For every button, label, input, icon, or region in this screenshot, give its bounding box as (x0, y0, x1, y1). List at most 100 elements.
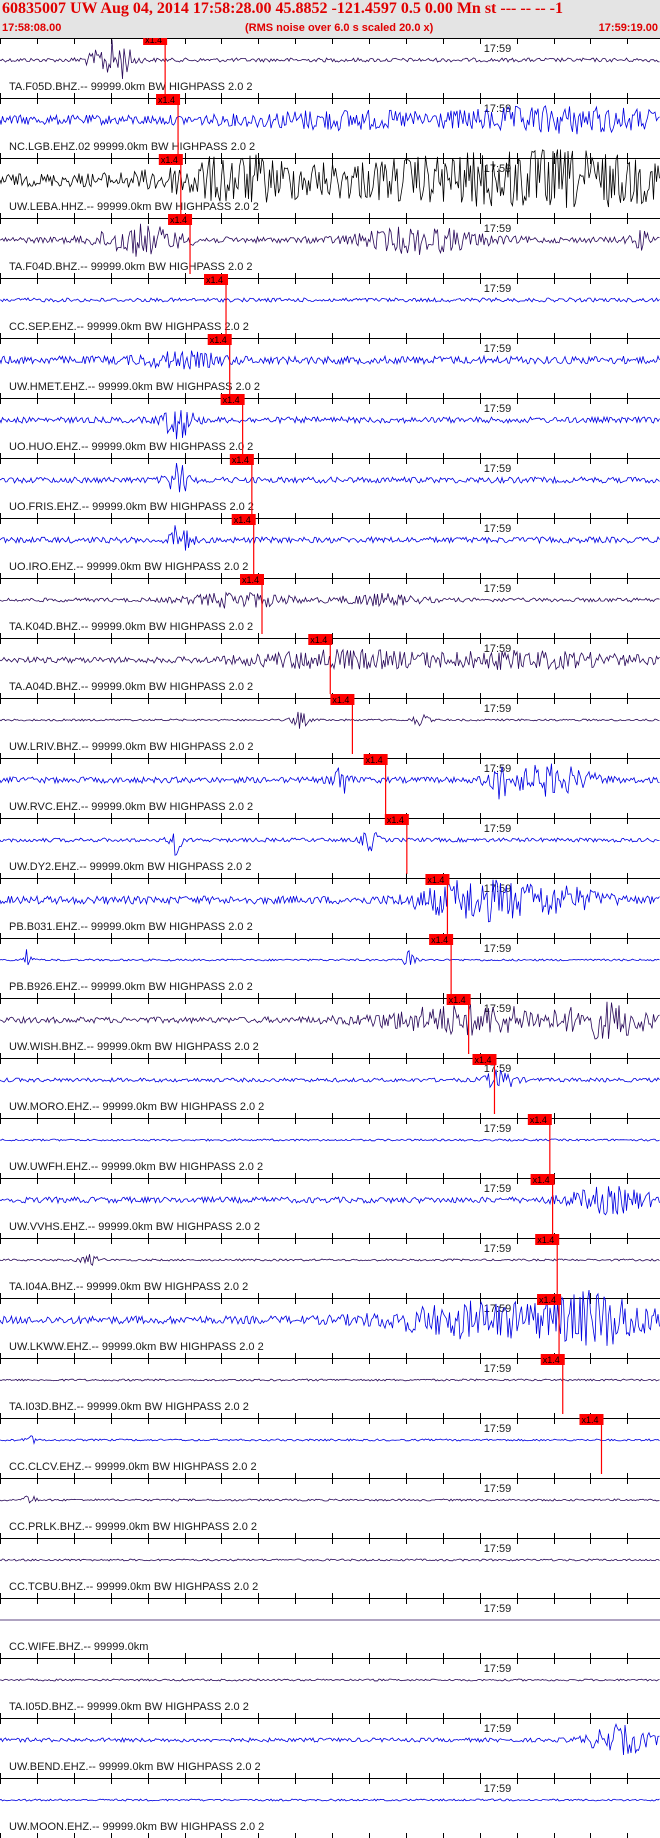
minute-label: 17:59 (484, 1063, 512, 1075)
waveform (0, 39, 660, 80)
pick-label: x1.4 (223, 395, 240, 405)
waveform (0, 1435, 660, 1445)
pick-flag (220, 394, 245, 405)
minute-label: 17:59 (484, 1543, 512, 1555)
pick-label: x1.4 (533, 1175, 550, 1185)
minute-label: 17:59 (484, 163, 512, 175)
trace-label: CC.CLCV.EHZ.-- 99999.0km BW HIGHPASS 2.0… (9, 1461, 257, 1473)
trace-label: TA.K04D.BHZ.-- 99999.0km BW HIGHPASS 2.0… (9, 621, 253, 633)
pick-flag (425, 874, 450, 885)
pick-label: x1.4 (332, 695, 349, 705)
trace-label: TA.I03D.BHZ.-- 99999.0km BW HIGHPASS 2.0… (9, 1401, 249, 1413)
pick-label: x1.4 (474, 1055, 491, 1065)
waveform (0, 1289, 660, 1346)
minute-label: 17:59 (484, 43, 512, 55)
pick-flag (143, 38, 168, 45)
pick-flag (472, 1054, 497, 1065)
pick-label: x1.4 (234, 515, 251, 525)
pick-flag (535, 1234, 560, 1245)
pick-label: x1.4 (158, 95, 175, 105)
pick-flag (156, 94, 181, 105)
event-title: 60835007 UW Aug 04, 2014 17:58:28.00 45.… (2, 0, 563, 17)
trace-label: TA.A04D.BHZ.-- 99999.0km BW HIGHPASS 2.0… (9, 681, 253, 693)
minute-label: 17:59 (484, 1363, 512, 1375)
minute-label: 17:59 (484, 223, 512, 235)
trace-label: UW.DY2.EHZ.-- 99999.0km BW HIGHPASS 2.0 … (9, 861, 251, 873)
end-time: 17:59:19.00 (598, 22, 658, 34)
minute-label: 17:59 (484, 763, 512, 775)
pick-flag (527, 1114, 552, 1125)
pick-label: x1.4 (145, 38, 162, 45)
pick-flag (530, 1174, 555, 1185)
trace-label: TA.F04D.BHZ.-- 99999.0km BW HIGHPASS 2.0… (9, 261, 253, 273)
trace-label: UW.LRIV.BHZ.-- 99999.0km BW HIGHPASS 2.0… (9, 741, 254, 753)
trace-label: TA.I05D.BHZ.-- 99999.0km BW HIGHPASS 2.0… (9, 1701, 249, 1713)
pick-label: x1.4 (161, 155, 178, 165)
trace-label: UW.HMET.EHZ.-- 99999.0km BW HIGHPASS 2.0… (9, 381, 260, 393)
minute-label: 17:59 (484, 1603, 512, 1615)
pick-label: x1.4 (539, 1295, 556, 1305)
start-time: 17:58:08.00 (2, 22, 62, 34)
pick-label: x1.4 (170, 215, 187, 225)
pick-flag (363, 754, 388, 765)
trace-label: UW.BEND.EHZ.-- 99999.0km BW HIGHPASS 2.0… (9, 1761, 261, 1773)
waveform (0, 648, 660, 671)
waveform (0, 711, 660, 729)
rms-note: (RMS noise over 6.0 s scaled 20.0 x) (245, 22, 434, 34)
minute-label: 17:59 (484, 643, 512, 655)
pick-label: x1.4 (530, 1115, 547, 1125)
trace-label: UO.HUO.EHZ.-- 99999.0km BW HIGHPASS 2.0 … (9, 441, 253, 453)
pick-flag (168, 214, 193, 225)
trace-label: CC.PRLK.BHZ.-- 99999.0km BW HIGHPASS 2.0… (9, 1521, 257, 1533)
pick-label: x1.4 (242, 575, 259, 585)
waveform (0, 1798, 660, 1802)
pick-flag (308, 634, 333, 645)
trace-label: UW.LEBA.HHZ.-- 99999.0km BW HIGHPASS 2.0… (9, 201, 259, 213)
pick-label: x1.4 (387, 815, 404, 825)
pick-label: x1.4 (310, 635, 327, 645)
waveform (0, 1138, 660, 1142)
pick-flag (158, 154, 183, 165)
trace-label: UO.IRO.EHZ.-- 99999.0km BW HIGHPASS 2.0 … (9, 561, 248, 573)
minute-label: 17:59 (484, 823, 512, 835)
pick-label: x1.4 (537, 1235, 554, 1245)
trace-label: UW.RVC.EHZ.-- 99999.0km BW HIGHPASS 2.0 … (9, 801, 253, 813)
trace-label: CC.WIFE.BHZ.-- 99999.0km (9, 1641, 148, 1653)
pick-flag (207, 334, 232, 345)
waveform (0, 763, 660, 800)
pick-label: x1.4 (232, 455, 249, 465)
seismogram-plot: 17:59 TA.F05D.BHZ.-- 99999.0km BW HIGHPAS… (0, 38, 660, 1838)
pick-flag (229, 454, 254, 465)
waveform (0, 149, 660, 208)
trace-label: PB.B031.EHZ.-- 99999.0km BW HIGHPASS 2.0… (9, 921, 253, 933)
pick-flag (537, 1294, 562, 1305)
trace-label: UW.WISH.BHZ.-- 99999.0km BW HIGHPASS 2.0… (9, 1041, 259, 1053)
minute-label: 17:59 (484, 463, 512, 475)
waveform (0, 1723, 660, 1756)
waveform (0, 223, 660, 257)
plot-header: 60835007 UW Aug 04, 2014 17:58:28.00 45.… (0, 0, 660, 38)
trace-label: NC.LGB.EHZ.02 99999.0km BW HIGHPASS 2.0 … (9, 141, 255, 153)
waveform (0, 297, 660, 303)
waveform (0, 1495, 660, 1504)
waveform (0, 1378, 660, 1382)
minute-label: 17:59 (484, 1243, 512, 1255)
minute-label: 17:59 (484, 1723, 512, 1735)
trace-label: UW.LKWW.EHZ.-- 99999.0km BW HIGHPASS 2.0… (9, 1341, 264, 1353)
waveform (0, 105, 660, 135)
trace-label: TA.F05D.BHZ.-- 99999.0km BW HIGHPASS 2.0… (9, 81, 253, 93)
pick-flag (384, 814, 409, 825)
waveform (0, 831, 660, 856)
pick-flag (446, 994, 471, 1005)
minute-label: 17:59 (484, 703, 512, 715)
pick-label: x1.4 (427, 875, 444, 885)
waveform (0, 879, 660, 923)
trace-label: UW.UWFH.EHZ.-- 99999.0km BW HIGHPASS 2.0… (9, 1161, 263, 1173)
minute-label: 17:59 (484, 1123, 512, 1135)
trace-label: CC.TCBU.BHZ.-- 99999.0km BW HIGHPASS 2.0… (9, 1581, 258, 1593)
waveform (0, 949, 660, 966)
trace-label: PB.B926.EHZ.-- 99999.0km BW HIGHPASS 2.0… (9, 981, 253, 993)
trace-label: UO.FRIS.EHZ.-- 99999.0km BW HIGHPASS 2.0… (9, 501, 254, 513)
waveform (0, 410, 660, 440)
pick-flag (231, 514, 256, 525)
